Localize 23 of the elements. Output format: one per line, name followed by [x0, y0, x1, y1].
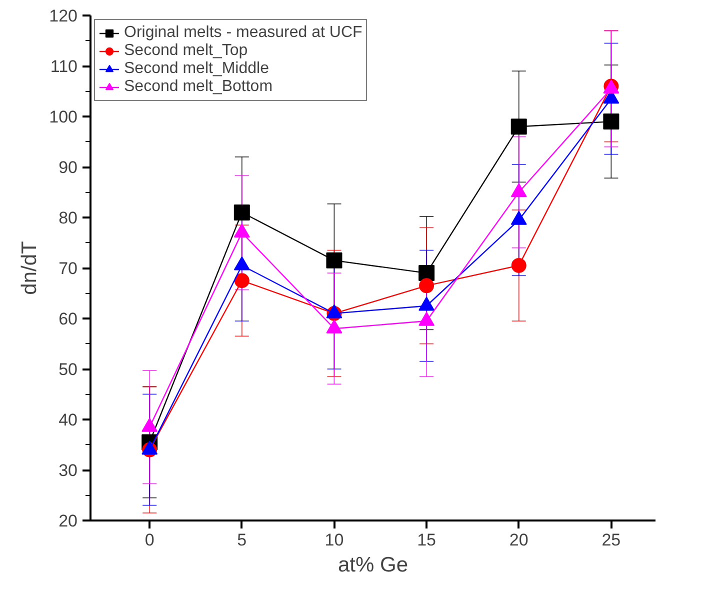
x-tick-label: 10: [324, 530, 344, 550]
y-tick-label: 60: [58, 310, 78, 328]
y-tick-label: 30: [58, 461, 78, 480]
y-axis-title: dn/dT: [18, 240, 42, 295]
legend-label: Second melt_Top: [124, 42, 248, 60]
y-tick-label: 100: [49, 108, 78, 126]
x-tick-label: 25: [602, 530, 621, 550]
x-tick-label: 0: [144, 530, 154, 550]
y-tick-label: 20: [58, 512, 78, 530]
legend-label: Second melt_Bottom: [124, 78, 273, 96]
legend-label: Original melts - measured at UCF: [124, 24, 362, 42]
x-axis-title: at% Ge: [338, 554, 408, 576]
y-tick-label: 40: [58, 410, 78, 430]
x-tick-label: 15: [417, 530, 436, 550]
y-tick-label: 110: [50, 57, 78, 76]
x-tick-label: 5: [237, 530, 247, 550]
y-tick-label: 90: [58, 158, 78, 177]
y-tick-label: 50: [58, 360, 78, 379]
x-tick-label: 20: [509, 530, 528, 550]
y-tick-label: 80: [58, 208, 78, 228]
y-tick-label: 120: [49, 6, 78, 26]
y-tick-label: 70: [58, 259, 78, 278]
legend-label: Second melt_Middle: [124, 60, 269, 78]
